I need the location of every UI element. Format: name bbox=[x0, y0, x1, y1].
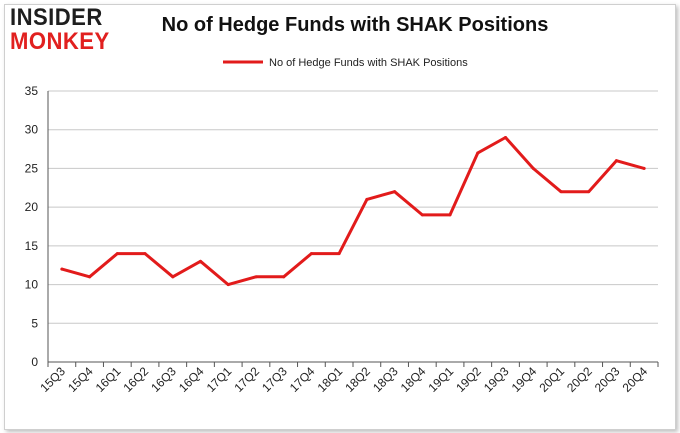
data-point bbox=[60, 267, 64, 271]
data-point bbox=[614, 159, 618, 163]
data-point bbox=[642, 166, 646, 170]
grid-lines bbox=[48, 90, 658, 324]
data-point bbox=[199, 259, 202, 263]
x-tick-label: 18Q3 bbox=[370, 364, 401, 395]
data-point bbox=[365, 197, 369, 201]
data-point bbox=[559, 190, 563, 194]
x-tick-label: 20Q2 bbox=[564, 364, 595, 395]
y-tick-label: 5 bbox=[31, 316, 38, 330]
x-tick-label: 19Q1 bbox=[426, 364, 457, 395]
data-point bbox=[254, 275, 258, 279]
data-point bbox=[476, 151, 480, 155]
chart-title: No of Hedge Funds with SHAK Positions bbox=[161, 14, 549, 36]
data-point bbox=[587, 190, 591, 194]
series-lines bbox=[60, 135, 646, 287]
data-point bbox=[393, 190, 397, 194]
data-point bbox=[531, 166, 535, 170]
data-point bbox=[420, 213, 424, 217]
data-point bbox=[337, 252, 341, 256]
data-point bbox=[309, 252, 313, 256]
x-tick-label: 19Q3 bbox=[481, 364, 512, 395]
x-axis-tick-labels: 15Q315Q416Q116Q216Q316Q417Q117Q217Q317Q4… bbox=[37, 364, 650, 395]
y-tick-label: 15 bbox=[25, 239, 39, 253]
y-tick-label: 30 bbox=[25, 123, 39, 137]
x-tick-label: 19Q2 bbox=[453, 364, 484, 395]
x-tick-label: 17Q4 bbox=[287, 364, 318, 395]
y-tick-label: 25 bbox=[25, 161, 39, 175]
logo-line-insider: INSIDER bbox=[10, 4, 103, 31]
data-point bbox=[282, 275, 286, 279]
x-tick-label: 17Q3 bbox=[259, 364, 290, 395]
legend: No of Hedge Funds with SHAK Positions bbox=[223, 57, 468, 69]
data-point bbox=[115, 252, 119, 256]
x-tick-label: 16Q2 bbox=[121, 364, 152, 395]
x-tick-label: 15Q3 bbox=[37, 364, 68, 395]
data-point bbox=[226, 283, 230, 287]
y-tick-label: 0 bbox=[31, 355, 38, 369]
x-tick-label: 16Q1 bbox=[93, 364, 124, 395]
chart-frame bbox=[4, 4, 676, 430]
x-tick-label: 20Q3 bbox=[592, 364, 623, 395]
x-tick-label: 18Q2 bbox=[342, 364, 373, 395]
data-point bbox=[143, 252, 147, 256]
y-axis-tick-labels: 0 5 10 15 20 25 30 35 bbox=[25, 84, 39, 369]
x-tick-label: 15Q4 bbox=[65, 364, 96, 395]
x-tick-label: 16Q3 bbox=[148, 364, 179, 395]
y-tick-label: 35 bbox=[25, 84, 39, 98]
y-tick-label: 10 bbox=[25, 278, 39, 292]
x-tick-label: 20Q4 bbox=[620, 364, 651, 395]
x-tick-label: 18Q1 bbox=[315, 364, 346, 395]
data-point bbox=[448, 213, 452, 217]
x-tick-label: 16Q4 bbox=[176, 364, 207, 395]
x-tick-label: 17Q1 bbox=[204, 364, 235, 395]
legend-label: No of Hedge Funds with SHAK Positions bbox=[269, 57, 468, 69]
insider-monkey-logo: INSIDER MONKEY bbox=[10, 6, 128, 56]
x-tick-label: 17Q2 bbox=[231, 364, 262, 395]
x-tick-label: 19Q4 bbox=[509, 364, 540, 395]
x-tick-label: 20Q1 bbox=[536, 364, 567, 395]
data-point bbox=[504, 135, 507, 139]
data-point bbox=[171, 275, 175, 279]
y-tick-label: 20 bbox=[25, 200, 39, 214]
series-line-0 bbox=[60, 136, 646, 287]
axes bbox=[47, 91, 659, 367]
x-tick-label: 18Q4 bbox=[398, 364, 429, 395]
logo-line-monkey: MONKEY bbox=[10, 28, 110, 55]
data-point bbox=[88, 275, 92, 279]
